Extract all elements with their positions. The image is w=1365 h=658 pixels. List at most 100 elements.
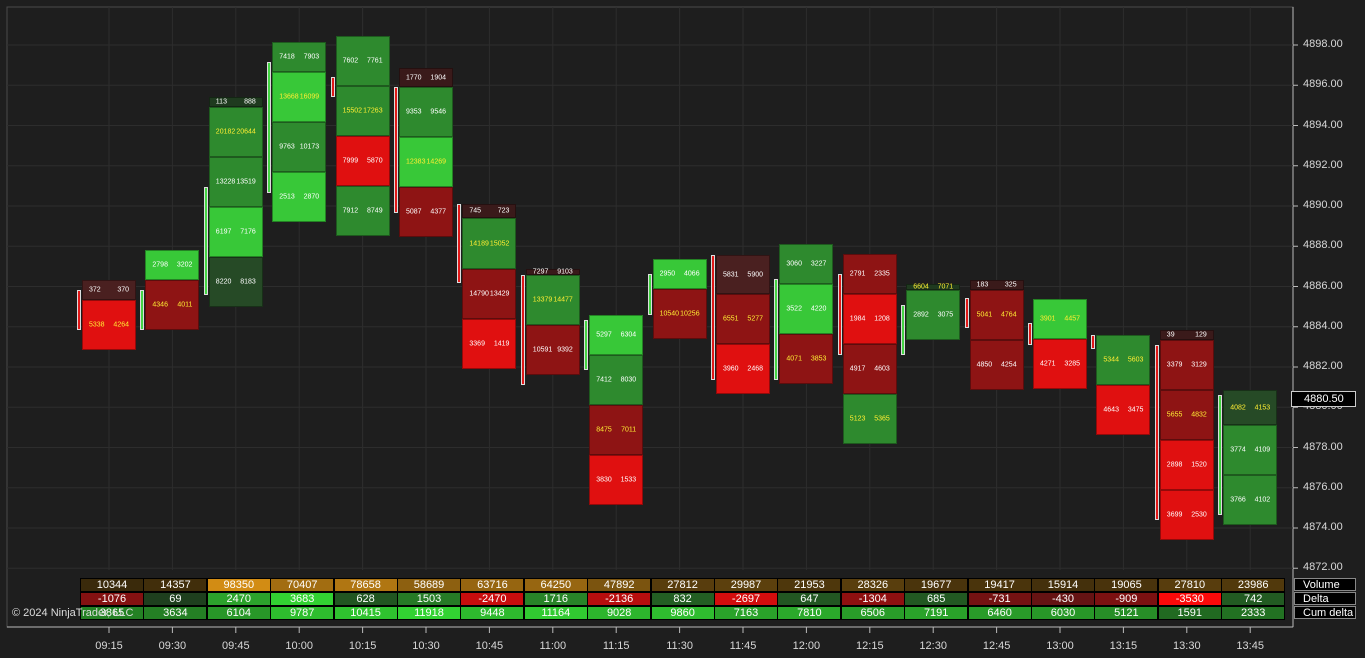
- footprint-cell[interactable]: 3522 4220: [779, 284, 834, 334]
- footprint-cell[interactable]: 183 325: [969, 280, 1024, 290]
- footprint-cell[interactable]: 2798 3202: [145, 250, 200, 280]
- bid-volume: 1984: [849, 315, 866, 323]
- footprint-cell[interactable]: 5338 4264: [82, 300, 136, 350]
- bid-volume: 5041: [976, 311, 993, 319]
- footprint-cell[interactable]: 15502 17263: [335, 86, 390, 136]
- ask-volume: 3853: [810, 355, 827, 363]
- delta-cell: -430: [1031, 592, 1095, 606]
- footprint-cell[interactable]: 4643 3475: [1096, 385, 1151, 435]
- bid-volume: 2898: [1166, 461, 1183, 469]
- bid-volume: 8475: [596, 426, 612, 434]
- footprint-cell[interactable]: 39 129: [1159, 330, 1214, 340]
- footprint-cell[interactable]: 4071 3853: [779, 334, 834, 384]
- footprint-cell[interactable]: 6604 7071: [906, 284, 961, 291]
- footprint-cell[interactable]: 2892 3075: [906, 290, 961, 340]
- volume-cell: 63716: [460, 578, 525, 592]
- footprint-cell[interactable]: 2950 4066: [652, 259, 707, 289]
- footprint-cell[interactable]: 745 723: [462, 204, 517, 218]
- footprint-cell[interactable]: 3699 2530: [1159, 490, 1214, 540]
- ask-volume: 4102: [1254, 496, 1271, 504]
- bid-volume: 1770: [406, 74, 422, 81]
- ask-volume: 4066: [684, 270, 700, 278]
- time-tick-label: 11:15: [602, 640, 630, 652]
- footprint-cell[interactable]: 7418 7903: [272, 42, 327, 72]
- footprint-cell[interactable]: 8475 7011: [589, 405, 644, 455]
- cum-delta-cell: 9860: [650, 606, 715, 620]
- footprint-cell[interactable]: 12383 14269: [399, 137, 453, 187]
- footprint-cell[interactable]: 2898 1520: [1159, 440, 1214, 490]
- footprint-cell[interactable]: 3379 3129: [1159, 340, 1214, 390]
- ask-volume: 3075: [937, 311, 954, 319]
- footprint-cell[interactable]: 5087 4377: [399, 187, 453, 237]
- footprint-cell[interactable]: 3060 3227: [779, 244, 834, 284]
- footprint-cell[interactable]: 7602 7761: [335, 36, 390, 86]
- ask-volume: 3285: [1064, 360, 1080, 368]
- footprint-cell[interactable]: 3369 1419: [462, 319, 517, 369]
- footprint-cell[interactable]: 13668 16099: [272, 72, 327, 122]
- footprint-cell[interactable]: 7412 8030: [589, 355, 644, 405]
- ask-volume: 3129: [1191, 361, 1207, 369]
- footprint-cell[interactable]: 3830 1533: [589, 455, 644, 505]
- cum-delta-cell: 9787: [270, 606, 335, 620]
- footprint-cell[interactable]: 14189 15052: [462, 218, 517, 269]
- ask-volume: 3202: [176, 261, 193, 269]
- ask-volume: 16099: [299, 93, 320, 101]
- bid-volume: 13228: [215, 178, 236, 186]
- footprint-cell[interactable]: 5123 5365: [842, 394, 897, 444]
- price-tick-label: 4874.00: [1303, 521, 1343, 533]
- delta-cell: 1503: [397, 592, 461, 606]
- footprint-cell[interactable]: 5344 5603: [1096, 335, 1151, 385]
- ask-volume: 4764: [1001, 311, 1017, 319]
- volume-cell: 27810: [1157, 578, 1222, 592]
- footprint-cell[interactable]: 5831 5900: [716, 255, 770, 294]
- footprint-cell[interactable]: 3960 2468: [716, 344, 770, 394]
- footprint-cell[interactable]: 13379 14477: [525, 275, 580, 325]
- footprint-cell[interactable]: 20182 20644: [208, 107, 263, 157]
- footprint-cell[interactable]: 13228 13519: [208, 157, 263, 207]
- footprint-cell[interactable]: 4850 4254: [969, 340, 1024, 390]
- footprint-cell[interactable]: 7297 9103: [525, 269, 580, 276]
- footprint-cell[interactable]: 113 888: [208, 97, 263, 107]
- price-tick-label: 4892.00: [1303, 158, 1343, 171]
- bid-volume: 4917: [849, 365, 866, 373]
- footprint-cell[interactable]: 3901 4457: [1033, 299, 1087, 339]
- footprint-cell[interactable]: 5297 6304: [589, 315, 644, 355]
- price-tick-label: 4876.00: [1303, 480, 1343, 493]
- footprint-cell[interactable]: 6551 5277: [716, 294, 770, 344]
- footprint-cell[interactable]: 2791 2335: [842, 254, 897, 294]
- volume-cell: 14357: [143, 578, 208, 592]
- footprint-cell[interactable]: 3774 4109: [1223, 425, 1278, 475]
- candle-body-marker: [394, 87, 398, 213]
- ask-volume: 1208: [874, 315, 890, 323]
- footprint-cell[interactable]: 3766 4102: [1223, 475, 1278, 525]
- footprint-cell[interactable]: 372 370: [82, 280, 136, 300]
- footprint-cell[interactable]: 2513 2870: [272, 172, 327, 222]
- footprint-cell[interactable]: 4082 4153: [1223, 390, 1278, 425]
- footprint-cell[interactable]: 10540 10256: [652, 289, 707, 339]
- candle-body-marker: [457, 204, 462, 283]
- footprint-cell[interactable]: 9353 9546: [399, 87, 453, 137]
- ask-volume: 9546: [430, 108, 446, 116]
- ask-volume: 8030: [620, 376, 637, 384]
- footprint-cell[interactable]: 1984 1208: [842, 294, 897, 344]
- footprint-cell[interactable]: 6197 7176: [208, 207, 263, 257]
- footprint-cell[interactable]: 14790 13429: [462, 269, 517, 319]
- bid-volume: 113: [215, 98, 227, 106]
- footprint-cell[interactable]: 7912 8749: [335, 186, 390, 236]
- footprint-cell[interactable]: 4346 4011: [145, 280, 200, 330]
- footprint-cell[interactable]: 4271 3285: [1033, 339, 1087, 389]
- footprint-cell[interactable]: 5041 4764: [969, 290, 1024, 340]
- ask-volume: 7011: [621, 426, 637, 434]
- footprint-cell[interactable]: 10591 9392: [525, 325, 580, 375]
- footprint-cell[interactable]: 5655 4832: [1159, 390, 1214, 440]
- footprint-cell[interactable]: 9763 10173: [272, 122, 327, 172]
- footprint-cell[interactable]: 1770 1904: [399, 68, 453, 87]
- time-tick-label: 11:00: [539, 640, 567, 652]
- bid-volume: 3379: [1166, 361, 1183, 369]
- footprint-cell[interactable]: 8220 8183: [208, 257, 263, 307]
- candle-body-marker: [837, 274, 842, 355]
- footprint-cell[interactable]: 7999 5870: [335, 136, 390, 186]
- ask-volume: 8183: [240, 278, 256, 286]
- footprint-cell[interactable]: 4917 4603: [842, 344, 897, 394]
